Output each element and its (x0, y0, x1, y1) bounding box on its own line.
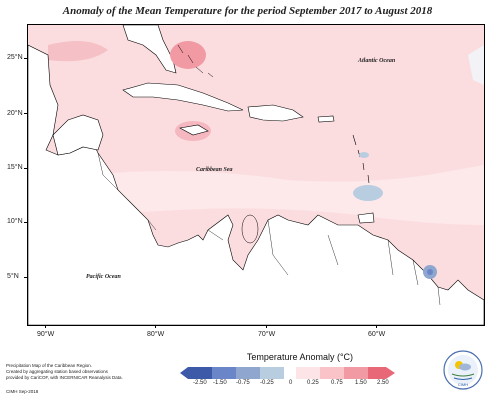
lon-label-70w: 70°W (258, 331, 276, 338)
hispaniola-land (247, 104, 304, 122)
legend-arrow-right (386, 367, 395, 379)
lat-tick (24, 222, 27, 223)
legend-label: 2.50 (377, 380, 389, 386)
legend-label: -0.25 (260, 380, 274, 386)
legend-swatch (236, 367, 260, 379)
atlantic-ocean-label: Atlantic Ocean (357, 58, 396, 64)
trinidad-land (357, 212, 375, 224)
neutral-anomaly-patch (468, 45, 484, 85)
lon-tick (155, 325, 156, 328)
legend-swatch (320, 367, 344, 379)
legend-colorbar (180, 367, 395, 379)
legend-label: -1.50 (213, 380, 227, 386)
caribbean-sea-label: Caribbean Sea (196, 167, 233, 173)
map-panel: Atlantic Ocean Caribbean Sea Pacific Oce… (27, 24, 485, 326)
lat-tick (24, 113, 27, 114)
lat-label-15n: 15°N (7, 164, 23, 171)
legend-title: Temperature Anomaly (°C) (246, 352, 354, 362)
lake-maracaibo (241, 214, 259, 244)
footnote-line: Precipitation Map of the Caribbean Regio… (6, 363, 93, 368)
legend-label: 0.75 (331, 380, 343, 386)
puerto-rico-land (317, 115, 335, 123)
yucatan-land (52, 114, 104, 156)
legend-label: 0 (289, 380, 293, 386)
warm-anomaly-patch (48, 41, 108, 62)
barbados-cool-patch (353, 185, 383, 201)
light-anomaly-band (88, 165, 484, 225)
legend-label: 0.25 (307, 380, 319, 386)
legend-label: 1.50 (355, 380, 367, 386)
legend-swatch (296, 367, 320, 379)
credit-text: CIMH Sep-2018 (6, 389, 39, 394)
country-borders (97, 152, 441, 306)
pacific-ocean-label: Pacific Ocean (86, 274, 121, 280)
svg-text:CIMH: CIMH (458, 382, 468, 387)
lon-tick (376, 325, 377, 328)
lon-tick (45, 325, 46, 328)
legend-label: -0.75 (236, 380, 250, 386)
cuba-land (122, 82, 244, 112)
lon-label-90w: 90°W (37, 331, 55, 338)
lon-tick (266, 325, 267, 328)
guianas-cool-core (427, 269, 433, 275)
legend-arrow-left (180, 367, 188, 379)
legend-label: -2.50 (193, 380, 207, 386)
antilles-cool-patch (359, 152, 369, 158)
lon-label-60w: 60°W (368, 331, 386, 338)
footnote-line: provided by CariCOF, with INCERNICAR Rea… (6, 375, 123, 380)
lat-label-20n: 20°N (7, 110, 23, 117)
legend-swatch (344, 367, 368, 379)
lat-label-10n: 10°N (7, 218, 23, 225)
lat-label-5n: 5°N (7, 273, 19, 280)
map-title: Anomaly of the Mean Temperature for the … (62, 5, 433, 17)
lat-tick (24, 168, 27, 169)
florida-land (122, 25, 177, 74)
cimh-logo: CIMH (443, 350, 483, 390)
legend-swatch (368, 367, 386, 379)
lesser-antilles (352, 134, 375, 194)
map-svg: Atlantic Ocean Caribbean Sea Pacific Oce… (28, 25, 484, 325)
jamaica-land (179, 124, 209, 136)
lat-tick (24, 58, 27, 59)
legend-swatch (260, 367, 284, 379)
legend-swatch (212, 367, 236, 379)
footnote-line: Created by aggregating station based obs… (6, 369, 108, 374)
legend-swatch (284, 367, 296, 379)
lat-label-25n: 25°N (7, 54, 23, 61)
lon-label-80w: 80°W (147, 331, 165, 338)
legend-swatch (188, 367, 212, 379)
lat-tick (24, 277, 27, 278)
bahamas-islands (177, 44, 214, 78)
